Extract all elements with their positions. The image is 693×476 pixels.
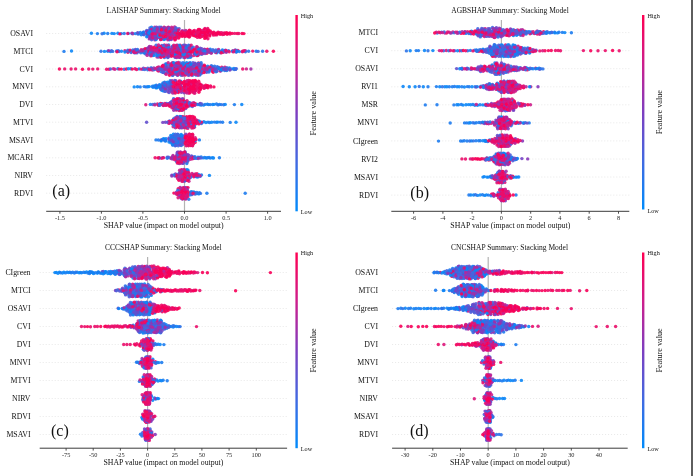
svg-text:Low: Low xyxy=(647,445,659,452)
svg-text:AGBSHAP Summary: Stacking Mode: AGBSHAP Summary: Stacking Model xyxy=(451,6,568,15)
svg-text:OSAVI: OSAVI xyxy=(355,268,378,277)
svg-text:CIgreen: CIgreen xyxy=(5,268,30,277)
svg-text:NIRV: NIRV xyxy=(15,171,34,180)
svg-text:Feature value: Feature value xyxy=(656,90,665,135)
svg-text:DVI: DVI xyxy=(364,340,378,349)
svg-text:(b): (b) xyxy=(410,184,429,202)
svg-text:SHAP value (impact on model ou: SHAP value (impact on model output) xyxy=(450,458,570,467)
svg-text:CCCSHAP Summary: Stacking Mode: CCCSHAP Summary: Stacking Model xyxy=(105,243,222,252)
svg-text:8: 8 xyxy=(617,214,620,221)
svg-text:SHAP value (impact on model ou: SHAP value (impact on model output) xyxy=(450,221,570,230)
svg-text:DVI: DVI xyxy=(17,340,31,349)
svg-text:RDVI: RDVI xyxy=(14,189,33,198)
svg-text:MSAVI: MSAVI xyxy=(354,412,379,421)
svg-text:-75: -75 xyxy=(62,451,70,458)
svg-text:MTVI: MTVI xyxy=(358,376,378,385)
svg-text:-50: -50 xyxy=(89,451,97,458)
svg-text:CIgreen: CIgreen xyxy=(353,304,378,313)
svg-text:MNVI: MNVI xyxy=(10,358,31,367)
svg-text:MNVI: MNVI xyxy=(12,82,33,91)
svg-text:MTCI: MTCI xyxy=(359,286,379,295)
svg-text:OSAVI: OSAVI xyxy=(8,304,31,313)
svg-text:MSAVI: MSAVI xyxy=(9,136,34,145)
svg-text:MTCI: MTCI xyxy=(14,47,34,56)
svg-text:RVI1: RVI1 xyxy=(361,82,378,91)
svg-text:CIgreen: CIgreen xyxy=(353,137,378,146)
svg-text:CVI: CVI xyxy=(20,65,34,74)
svg-text:CVI: CVI xyxy=(17,322,31,331)
svg-text:-6: -6 xyxy=(411,214,416,221)
svg-text:Low: Low xyxy=(301,445,313,452)
svg-text:NIRV: NIRV xyxy=(360,394,379,403)
svg-text:-4: -4 xyxy=(440,214,446,221)
svg-text:LAISHAP Summary: Stacking Mode: LAISHAP Summary: Stacking Model xyxy=(107,6,221,15)
svg-text:6: 6 xyxy=(588,214,591,221)
svg-text:RVI2: RVI2 xyxy=(361,155,378,164)
svg-text:MNVI: MNVI xyxy=(357,358,378,367)
svg-text:MNVI: MNVI xyxy=(357,118,378,127)
svg-text:Feature value: Feature value xyxy=(309,91,318,136)
svg-text:MTVI: MTVI xyxy=(13,118,33,127)
svg-text:SHAP value (impact on model ou: SHAP value (impact on model output) xyxy=(103,458,223,467)
svg-text:RDVI: RDVI xyxy=(359,430,378,439)
svg-text:(d): (d) xyxy=(410,422,429,440)
svg-text:CVI: CVI xyxy=(365,322,379,331)
svg-text:75: 75 xyxy=(226,451,232,458)
svg-text:-30: -30 xyxy=(401,451,409,458)
svg-text:CVI: CVI xyxy=(365,46,379,55)
svg-text:MTVI: MTVI xyxy=(11,376,31,385)
svg-text:High: High xyxy=(301,249,314,256)
svg-text:High: High xyxy=(647,249,660,256)
svg-text:High: High xyxy=(301,12,314,19)
svg-text:MCARI: MCARI xyxy=(7,153,33,162)
svg-text:-1.5: -1.5 xyxy=(55,214,65,221)
svg-text:1.0: 1.0 xyxy=(264,214,272,221)
svg-text:(c): (c) xyxy=(51,422,69,440)
svg-text:-20: -20 xyxy=(429,451,437,458)
svg-text:Feature value: Feature value xyxy=(656,328,665,373)
svg-text:RDVI: RDVI xyxy=(11,412,30,421)
svg-text:Feature value: Feature value xyxy=(309,328,318,373)
svg-text:MTCI: MTCI xyxy=(359,28,379,37)
svg-text:100: 100 xyxy=(252,451,261,458)
svg-text:MSR: MSR xyxy=(362,100,379,109)
svg-text:Low: Low xyxy=(301,208,313,215)
svg-text:Low: Low xyxy=(647,207,659,214)
svg-text:RDVI: RDVI xyxy=(359,191,378,200)
svg-text:DVI: DVI xyxy=(19,100,33,109)
svg-text:MSAVI: MSAVI xyxy=(354,173,379,182)
svg-text:40: 40 xyxy=(596,451,602,458)
svg-text:(a): (a) xyxy=(52,182,70,200)
svg-text:NIRV: NIRV xyxy=(12,394,31,403)
svg-text:OSAVI: OSAVI xyxy=(10,29,33,38)
svg-text:MSAVI: MSAVI xyxy=(6,430,31,439)
svg-text:MTCI: MTCI xyxy=(11,286,31,295)
svg-text:High: High xyxy=(647,12,660,19)
svg-text:SHAP value (impact on model ou: SHAP value (impact on model output) xyxy=(104,221,224,230)
svg-text:CNCSHAP Summary: Stacking Mode: CNCSHAP Summary: Stacking Model xyxy=(451,243,568,252)
svg-text:OSAVI: OSAVI xyxy=(355,64,378,73)
